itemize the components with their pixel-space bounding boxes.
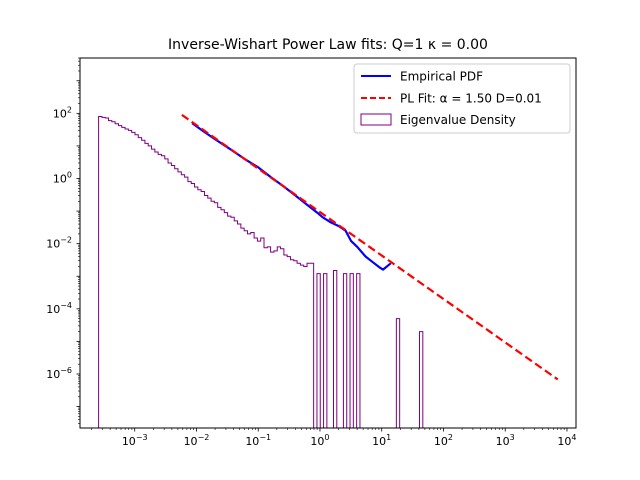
y-tick-label: 10−2	[46, 236, 72, 251]
series-empirical-pdf-line	[191, 122, 392, 271]
x-tick-label: 101	[372, 433, 391, 448]
series-eigenvalue-density-histogram	[98, 116, 424, 428]
y-tick-label: 102	[53, 105, 72, 120]
x-tick-label: 10−2	[184, 433, 210, 448]
y-tick-label: 10−4	[46, 301, 72, 316]
legend-label-eigenvalue-density: Eigenvalue Density	[400, 113, 516, 127]
legend-frame	[353, 63, 571, 134]
x-tick-label: 10−1	[245, 433, 271, 448]
y-tick-label: 100	[53, 171, 72, 186]
legend-label-pl-fit: PL Fit: α = 1.50 D=0.01	[400, 92, 542, 106]
legend-swatch-eigenvalue-density	[360, 113, 392, 126]
y-tick-label: 10−6	[46, 366, 72, 381]
x-tick-label: 103	[496, 433, 515, 448]
x-axis: 10−3 10−2 10−1 100 101 102 103 104	[91, 428, 577, 448]
chart-title: Inverse-Wishart Power Law fits: Q=1 κ = …	[168, 37, 488, 53]
y-axis: 10−6 10−4 10−2 100 102	[46, 57, 80, 424]
x-tick-label: 100	[310, 433, 329, 448]
legend-label-empirical-pdf: Empirical PDF	[400, 70, 483, 84]
x-tick-label: 10−3	[122, 433, 148, 448]
legend: Empirical PDF PL Fit: α = 1.50 D=0.01 Ei…	[353, 63, 571, 134]
axes-frame	[79, 57, 577, 429]
plot-area	[98, 113, 559, 428]
x-tick-label: 104	[557, 433, 576, 448]
series-pl-fit-line	[181, 113, 559, 381]
x-tick-label: 102	[434, 433, 453, 448]
